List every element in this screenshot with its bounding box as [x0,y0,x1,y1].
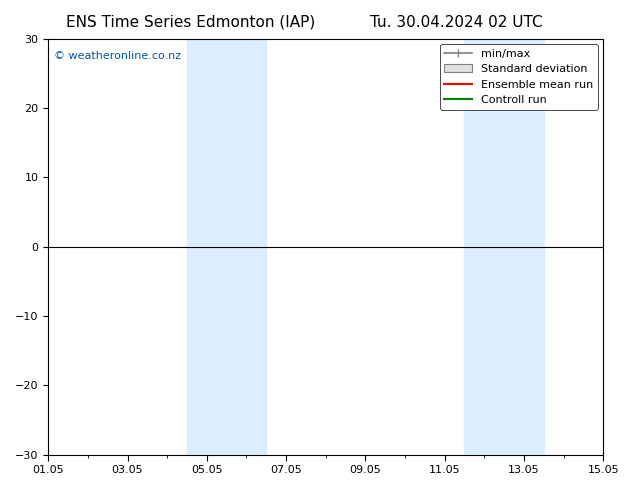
Text: ENS Time Series Edmonton (IAP): ENS Time Series Edmonton (IAP) [65,15,315,30]
Text: Tu. 30.04.2024 02 UTC: Tu. 30.04.2024 02 UTC [370,15,543,30]
Legend: min/max, Standard deviation, Ensemble mean run, Controll run: min/max, Standard deviation, Ensemble me… [440,44,598,110]
Bar [465,39,544,455]
Text: © weatheronline.co.nz: © weatheronline.co.nz [54,51,181,61]
Bar [187,39,266,455]
